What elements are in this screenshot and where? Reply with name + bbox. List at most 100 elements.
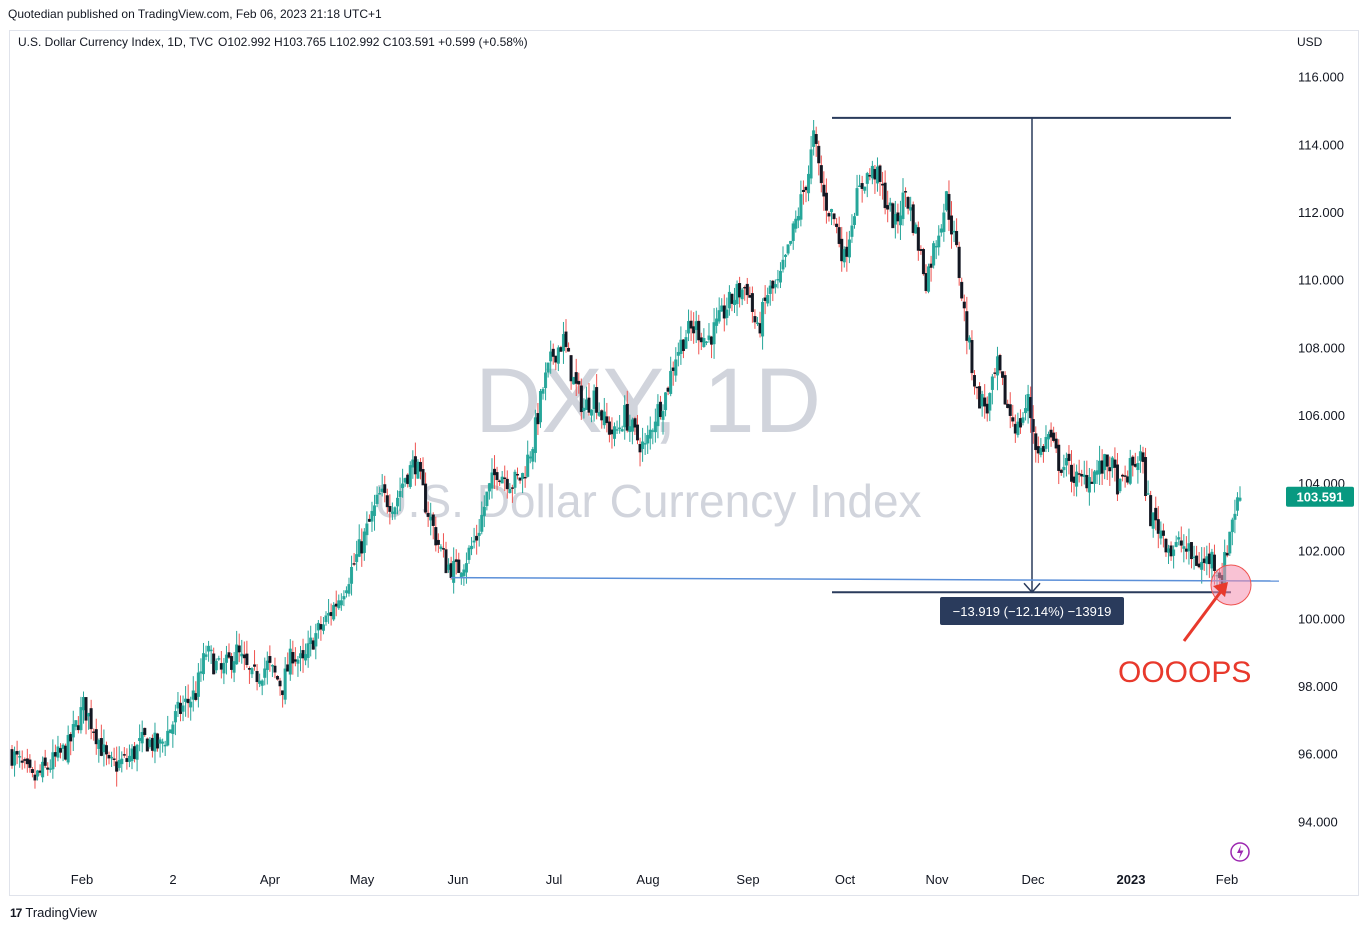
candle-body [143,727,147,736]
y-tick-label: 112.000 [1298,205,1344,220]
candle-body [107,754,111,759]
candle-body [304,654,308,661]
candle-body [439,546,443,549]
candle-body [171,724,175,734]
candle-body [270,665,274,667]
y-tick-label: 114.000 [1298,137,1344,152]
candle-body [891,203,895,229]
candle-body [771,280,775,289]
candle-body [873,168,877,180]
y-axis[interactable]: 116.000 114.000 112.000 110.000 108.000 106.0… [1298,70,1345,830]
candle-body [178,702,182,714]
candle-body [906,196,910,209]
candle-body [237,645,241,653]
candle-body [1159,530,1163,539]
candle-body [278,680,282,687]
candle-body [727,291,731,309]
candle-body [222,662,226,674]
candle-body [327,613,331,616]
candle-body [362,531,366,553]
candle-body [1172,549,1176,556]
candle-body [1105,454,1109,467]
candle-body [817,145,821,164]
y-tick-label: 106.000 [1298,408,1345,423]
highlight-circle [1210,564,1252,606]
candle-body [339,600,343,606]
candle-body [104,745,108,755]
candle-body [219,663,223,670]
candle-body [1085,475,1089,489]
candle-body [684,337,688,349]
candle-body [924,273,928,291]
candle-body [830,208,834,213]
lightning-icon[interactable] [1230,842,1250,862]
candle-body [937,235,941,248]
candle-body [929,263,933,268]
candle-body [993,372,997,374]
candle-body [138,738,142,742]
candle-body [1169,545,1173,557]
candle-body [163,744,167,747]
candle-body [390,511,394,514]
candle-body [738,283,742,298]
support-trendline[interactable] [450,576,1280,582]
candle-body [1133,463,1137,467]
candle-body [536,413,540,425]
candle-body [883,182,887,209]
candle-body [161,741,165,744]
candlestick-series [10,119,1242,789]
x-axis[interactable]: Feb 2 Apr May Jun Jul Aug Sep Oct Nov Dec 2023 Feb [71,872,1238,887]
candle-body [23,759,27,761]
candle-body [656,404,660,427]
candle-body [344,590,348,594]
candle-body [296,659,300,664]
candle-body [812,130,816,147]
tradingview-logo[interactable]: 17 TradingView [10,905,97,920]
candle-body [89,708,93,730]
candle-body [794,218,798,229]
legend-symbol[interactable]: U.S. Dollar Currency Index, 1D, TVC [18,35,214,49]
candle-body [786,244,790,254]
candle-body [1131,456,1135,466]
candle-body [76,725,80,731]
candle-body [888,202,892,206]
candle-body [697,320,701,341]
candle-body [500,476,504,484]
measure-label: −13.919 (−12.14%) −13919 [953,604,1112,619]
candle-body [464,563,468,573]
x-tick-label: Apr [260,872,281,887]
candle-body [475,535,479,541]
candle-body [664,392,668,411]
candle-body [148,739,152,747]
candle-body [30,769,34,773]
candle-body [1039,447,1043,455]
candle-body [896,212,900,222]
candle-body [1195,555,1199,566]
x-tick-label: Oct [835,872,856,887]
x-tick-label: Jun [448,872,469,887]
candle-body [1149,495,1153,527]
candle-body [1036,446,1040,454]
candle-body [1197,563,1201,568]
candle-body [960,281,964,299]
candle-body [998,355,1002,371]
candle-body [773,284,777,288]
candle-body [613,426,617,439]
candle-body [768,285,772,294]
chart-frame [9,30,1359,896]
y-tick-label: 116.000 [1298,70,1344,85]
candle-body [681,339,685,352]
candle-body [842,249,846,263]
measure-label-box: −13.919 (−12.14%) −13919 [940,597,1124,625]
candle-body [1141,452,1145,462]
candle-body [965,311,969,341]
candle-body [674,359,678,376]
candle-body [587,397,591,413]
candle-body [43,757,47,766]
annotation-oooops: OOOOPS [1118,656,1251,689]
candle-body [569,355,573,382]
candle-body [1144,457,1148,496]
candle-body [1187,543,1191,552]
last-price-label: 103.591 [1297,490,1344,505]
